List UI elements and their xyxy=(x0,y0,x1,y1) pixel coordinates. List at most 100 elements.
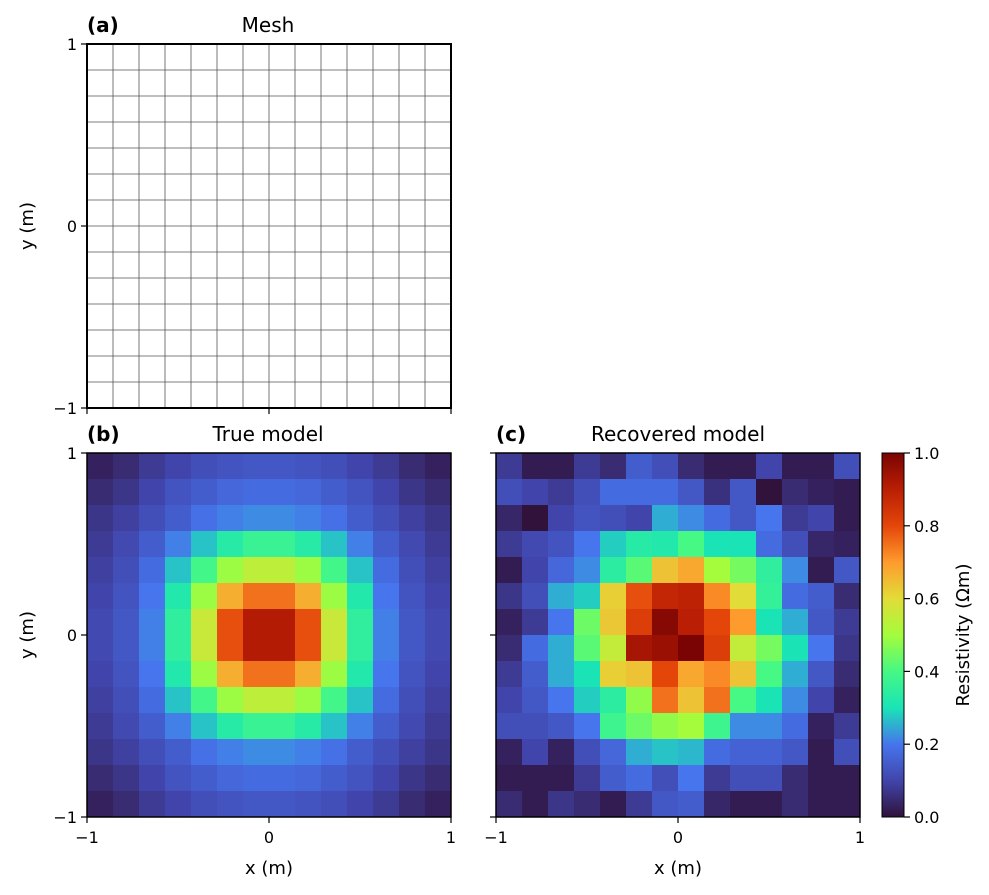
heatmap-cell xyxy=(347,479,374,506)
heatmap-cell xyxy=(522,583,549,610)
heatmap-cell xyxy=(295,765,322,792)
heatmap-cell xyxy=(217,531,244,558)
heatmap-cell xyxy=(295,609,322,636)
heatmap-cell xyxy=(399,713,426,740)
heatmap-cell xyxy=(730,505,757,532)
heatmap-cell xyxy=(626,713,653,740)
heatmap-cell xyxy=(87,453,114,480)
y-tick-label: 1 xyxy=(67,35,77,54)
heatmap-cell xyxy=(113,765,140,792)
heatmap-cell xyxy=(165,505,192,532)
heatmap-cell xyxy=(626,479,653,506)
heatmap-cell xyxy=(756,557,783,584)
heatmap-cell xyxy=(834,739,861,766)
heatmap-cell xyxy=(652,739,679,766)
heatmap-cell xyxy=(730,479,757,506)
heatmap-cell xyxy=(600,583,627,610)
heatmap-cell xyxy=(321,479,348,506)
heatmap-cell xyxy=(704,557,731,584)
heatmap-cell xyxy=(756,531,783,558)
heatmap-cell xyxy=(652,687,679,714)
heatmap-cell xyxy=(191,531,218,558)
heatmap-cell xyxy=(626,453,653,480)
x-tick-label: 1 xyxy=(446,828,456,847)
heatmap-cell xyxy=(574,557,601,584)
heatmap-cell xyxy=(165,765,192,792)
heatmap-cell xyxy=(704,765,731,792)
heatmap-cell xyxy=(113,791,140,818)
panel-b-ylabel: y (m) xyxy=(17,611,38,659)
heatmap-cell xyxy=(834,505,861,532)
heatmap-cell xyxy=(678,765,705,792)
heatmap-cell xyxy=(600,635,627,662)
heatmap-cell xyxy=(808,557,835,584)
heatmap-cell xyxy=(756,583,783,610)
heatmap-cell xyxy=(678,609,705,636)
heatmap-cell xyxy=(243,687,270,714)
heatmap-cell xyxy=(191,609,218,636)
heatmap-cell xyxy=(834,765,861,792)
heatmap-cell xyxy=(548,791,575,818)
colorbar-tick-label: 0.6 xyxy=(914,590,939,609)
heatmap-cell xyxy=(548,557,575,584)
heatmap-cell xyxy=(425,661,452,688)
heatmap-cell xyxy=(548,739,575,766)
heatmap-cell xyxy=(295,479,322,506)
heatmap-cell xyxy=(574,791,601,818)
heatmap-cell xyxy=(165,609,192,636)
heatmap-cell xyxy=(678,531,705,558)
colorbar-bar xyxy=(881,452,905,818)
y-tick-label: 0 xyxy=(67,217,77,236)
heatmap-cell xyxy=(808,713,835,740)
heatmap-cell xyxy=(496,739,523,766)
heatmap-cell xyxy=(295,713,322,740)
heatmap-cell xyxy=(548,609,575,636)
heatmap-cell xyxy=(626,531,653,558)
heatmap-cell xyxy=(321,635,348,662)
heatmap-cell xyxy=(113,453,140,480)
heatmap-cell xyxy=(217,479,244,506)
heatmap-cell xyxy=(574,609,601,636)
heatmap-cell xyxy=(704,713,731,740)
heatmap-cell xyxy=(704,791,731,818)
heatmap-cell xyxy=(425,583,452,610)
heatmap-cell xyxy=(496,531,523,558)
heatmap-cell xyxy=(600,505,627,532)
heatmap-cell xyxy=(191,557,218,584)
heatmap-cell xyxy=(425,687,452,714)
heatmap-cell xyxy=(87,635,114,662)
heatmap-cell xyxy=(704,739,731,766)
heatmap-cell xyxy=(522,609,549,636)
heatmap-cell xyxy=(373,791,400,818)
heatmap-cell xyxy=(269,739,296,766)
heatmap-cell xyxy=(269,713,296,740)
heatmap-cell xyxy=(217,609,244,636)
y-tick-label: 0 xyxy=(67,626,77,645)
heatmap-cell xyxy=(217,765,244,792)
heatmap-cell xyxy=(399,687,426,714)
panel-b-xlabel: x (m) xyxy=(245,858,293,879)
heatmap-cell xyxy=(808,739,835,766)
heatmap-cell xyxy=(243,635,270,662)
heatmap-cell xyxy=(522,505,549,532)
heatmap-cell xyxy=(574,739,601,766)
heatmap-cell xyxy=(678,557,705,584)
heatmap-cell xyxy=(730,609,757,636)
heatmap-cell xyxy=(139,609,166,636)
heatmap-cell xyxy=(678,791,705,818)
heatmap-cell xyxy=(834,479,861,506)
heatmap-cell xyxy=(782,505,809,532)
heatmap-cell xyxy=(834,687,861,714)
heatmap-cell xyxy=(139,557,166,584)
heatmap-cell xyxy=(782,739,809,766)
heatmap-cell xyxy=(425,713,452,740)
heatmap-cell xyxy=(139,583,166,610)
heatmap-cell xyxy=(321,609,348,636)
heatmap-cell xyxy=(373,713,400,740)
heatmap-cell xyxy=(678,453,705,480)
heatmap-cell xyxy=(548,661,575,688)
heatmap-cell xyxy=(347,661,374,688)
heatmap-cell xyxy=(756,791,783,818)
heatmap-cell xyxy=(321,531,348,558)
heatmap-cell xyxy=(782,479,809,506)
